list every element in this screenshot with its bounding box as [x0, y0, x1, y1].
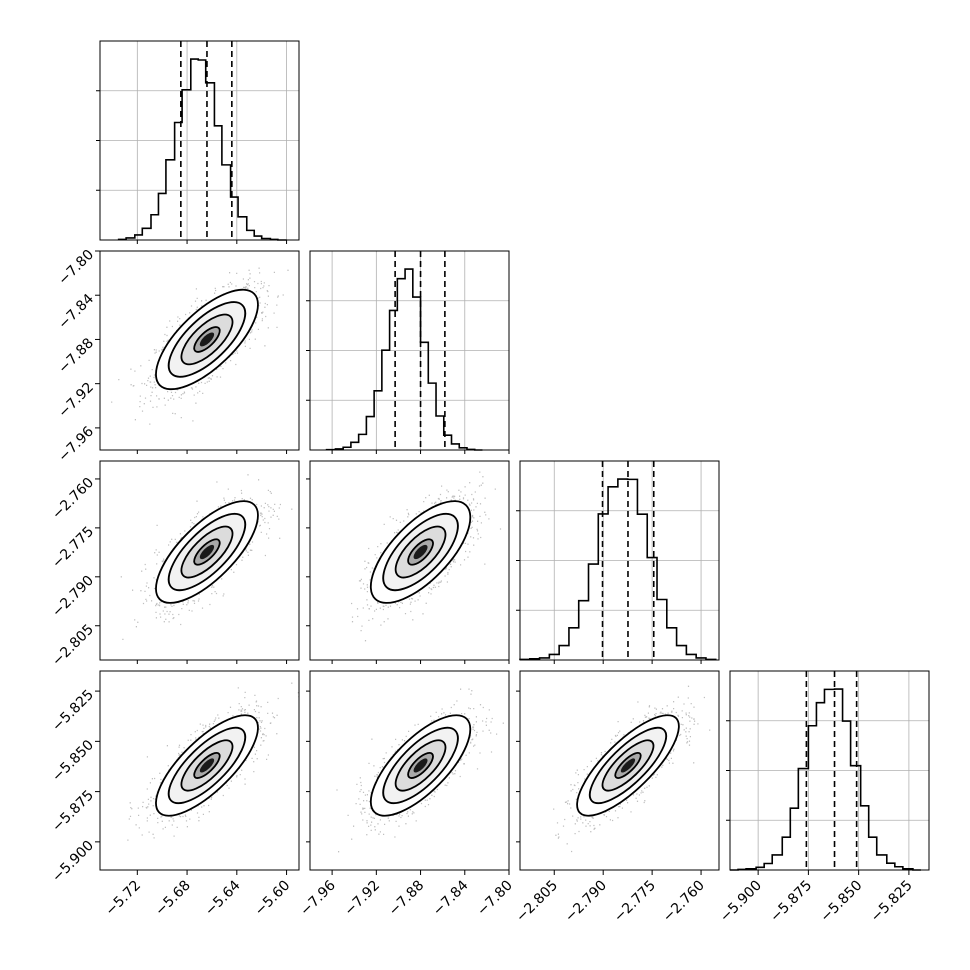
contour-line: [180, 525, 234, 579]
contour-line: [180, 739, 234, 792]
x-tick-label: −7.96: [297, 877, 339, 919]
scatter-content: [351, 471, 502, 642]
x-tick-label: −5.68: [152, 878, 194, 920]
y-tick-label: −5.900: [49, 838, 97, 886]
panel-frame: [309, 250, 510, 451]
panel-frame: [99, 670, 300, 871]
contour-line: [407, 752, 434, 779]
contour-line: [180, 313, 234, 366]
scatter-panel-4-3: [519, 670, 720, 871]
contour-line: [394, 739, 447, 792]
scatter-content: [111, 267, 289, 425]
density-core: [199, 332, 215, 347]
y-tick-label: −7.84: [55, 291, 97, 333]
x-tick-label: −7.80: [474, 878, 516, 920]
contour-line: [614, 752, 642, 779]
y-tick-label: −5.850: [49, 737, 97, 785]
x-tick-label: −7.88: [386, 878, 428, 920]
y-tick-label: −2.790: [49, 573, 97, 621]
panel-frame: [519, 460, 720, 661]
histogram-steps: [730, 688, 921, 871]
y-tick-label: −5.825: [49, 687, 97, 735]
x-tick-label: −7.84: [430, 877, 472, 919]
contour-line: [369, 500, 472, 604]
contour-line: [601, 739, 655, 792]
contour-line: [588, 726, 668, 805]
y-tick-label: −7.88: [55, 335, 97, 377]
contour-line: [167, 301, 247, 378]
scatter-panel-4-2: [309, 670, 510, 871]
y-tick-label: −7.92: [55, 379, 97, 421]
contour-line: [167, 726, 247, 805]
x-tick-label: −5.60: [252, 878, 294, 920]
scatter-content: [127, 682, 299, 841]
contour-line: [382, 726, 459, 805]
contour-line: [167, 512, 247, 592]
histogram-steps: [325, 268, 483, 451]
panel-frame: [729, 670, 930, 871]
contour-line: [193, 538, 221, 566]
panel-frame: [309, 460, 510, 661]
x-tick-label: −2.775: [611, 878, 659, 926]
panel-frame: [99, 250, 300, 451]
y-tick-label: −5.875: [49, 787, 97, 835]
y-tick-label: −2.760: [49, 475, 97, 523]
y-tick-label: −7.96: [55, 424, 97, 466]
contour-line: [193, 752, 221, 779]
x-tick-label: −5.850: [818, 878, 866, 926]
contour-line: [407, 538, 434, 566]
x-tick-label: −5.900: [717, 878, 765, 926]
scatter-panel-2-1: [99, 250, 300, 451]
panel-frame: [309, 670, 510, 871]
contour-line: [155, 714, 259, 817]
scatter-content: [553, 685, 711, 853]
contour-line: [382, 512, 459, 592]
contour-line: [394, 525, 447, 579]
histogram-panel-4: [726, 670, 930, 871]
scatter-panel-4-1: [99, 670, 300, 871]
y-tick-label: −2.805: [49, 622, 97, 670]
density-core: [199, 544, 215, 560]
x-tick-label: −5.64: [202, 877, 244, 919]
density-core: [413, 758, 428, 773]
y-tick-label: −2.775: [49, 524, 97, 572]
y-tick-label: −7.80: [55, 247, 97, 289]
x-tick-label: −5.825: [868, 878, 916, 926]
x-tick-label: −7.92: [342, 878, 384, 920]
x-tick-label: −2.760: [660, 878, 708, 926]
density-core: [199, 758, 215, 773]
histogram-panel-3: [516, 460, 720, 661]
x-tick-label: −2.805: [513, 878, 561, 926]
panel-frame: [99, 40, 300, 241]
panel-frame: [99, 460, 300, 661]
x-tick-label: −5.72: [102, 878, 144, 920]
histogram-steps: [117, 58, 287, 241]
density-core: [620, 758, 636, 773]
histogram-panel-1: [96, 40, 300, 241]
contour-line: [369, 714, 472, 817]
scatter-panel-3-2: [309, 460, 510, 661]
histogram-steps: [519, 478, 717, 661]
scatter-content: [120, 474, 293, 641]
contour-line: [576, 714, 680, 817]
scatter-content: [336, 688, 504, 853]
panel-frame: [519, 670, 720, 871]
x-tick-label: −5.875: [767, 878, 815, 926]
x-tick-label: −2.790: [562, 878, 610, 926]
contour-line: [155, 500, 259, 604]
contour-line: [193, 326, 221, 353]
density-core: [413, 544, 428, 560]
scatter-panel-3-1: [99, 460, 300, 661]
contour-line: [155, 288, 259, 391]
histogram-panel-2: [306, 250, 510, 451]
